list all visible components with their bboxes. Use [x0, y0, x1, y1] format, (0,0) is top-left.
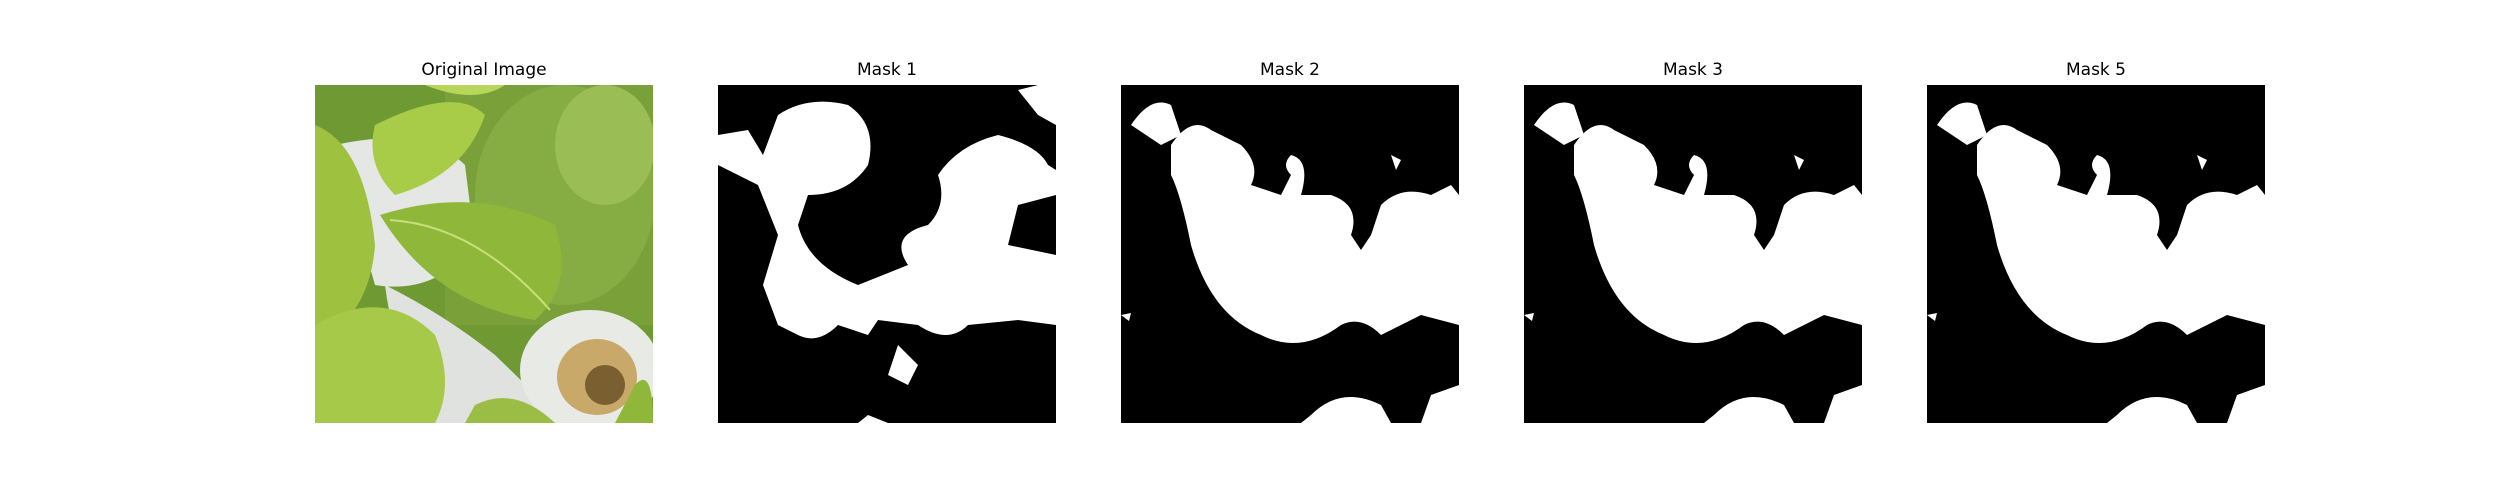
original-image	[315, 85, 653, 423]
mask-3-image	[1524, 85, 1862, 423]
panel-mask-1: Mask 1	[718, 58, 1056, 428]
mask-2-image	[1121, 85, 1459, 423]
segmentation-mask	[1524, 85, 1862, 423]
panel-mask-3: Mask 3	[1524, 58, 1862, 428]
panel-mask-2: Mask 2	[1121, 58, 1459, 428]
panel-title: Mask 3	[1662, 60, 1723, 80]
panel-original-image: Original Image	[315, 58, 653, 428]
segmentation-mask	[1121, 85, 1459, 423]
panel-title: Original Image	[421, 60, 547, 80]
segmentation-mask	[1927, 85, 2265, 423]
panel-title: Mask 5	[2065, 60, 2126, 80]
segmentation-mask	[718, 85, 1056, 423]
leaves-photo	[315, 85, 653, 423]
panel-title: Mask 1	[856, 60, 917, 80]
mask-1-image	[718, 85, 1056, 423]
panel-title: Mask 2	[1259, 60, 1320, 80]
panel-mask-5: Mask 5	[1927, 58, 2265, 428]
mask-5-image	[1927, 85, 2265, 423]
